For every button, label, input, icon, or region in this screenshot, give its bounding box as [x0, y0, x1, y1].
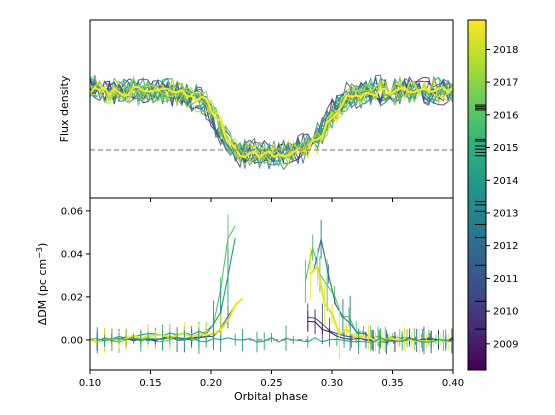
colorbar-tick-label: 2018 — [493, 45, 518, 56]
colorbar-frame — [467, 19, 487, 371]
bottom-x-ticks: 0.10 0.15 0.20 0.25 0.30 0.35 0.40 — [79, 370, 464, 389]
flux-series-group — [90, 74, 453, 171]
colorbar-tick-label: 2015 — [493, 143, 518, 154]
bottom-x-tick-label: 0.15 — [139, 378, 161, 389]
colorbar-tick-label: 2010 — [493, 307, 518, 318]
top-axes-frame — [89, 19, 454, 199]
colorbar-tick-label: 2017 — [493, 78, 518, 89]
colorbar-tick-label: 2009 — [493, 339, 518, 350]
bottom-panel: 0.10 0.15 0.20 0.25 0.30 0.35 0.40 0.000.020.0… — [35, 197, 464, 403]
top-panel: Flux density — [58, 19, 454, 202]
colorbar: 2009 2010 2011 2012 2013 2014 2015 2016 2017 2018 — [467, 19, 518, 371]
bottom-y-tick-label: 0.06 — [61, 206, 83, 217]
bottom-y-axis-label: ΔDM (pc cm−3) — [35, 243, 49, 326]
colorbar-ticks: 2009 2010 2011 2012 2013 2014 2015 2016 2017 2018 — [486, 45, 518, 350]
dm-series-line — [309, 264, 449, 344]
colorbar-gradient — [468, 20, 486, 370]
bottom-x-tick-label: 0.30 — [321, 378, 343, 389]
flux-series-line — [90, 76, 453, 166]
dm-series-group — [90, 214, 453, 359]
bottom-x-tick-label: 0.20 — [200, 378, 222, 389]
bottom-y-tick-label: 0.04 — [61, 249, 83, 260]
top-x-ticks — [89, 198, 454, 202]
bottom-y-tick-label: 0.02 — [61, 292, 83, 303]
bottom-x-axis-label: Orbital phase — [234, 390, 308, 403]
colorbar-tick-label: 2013 — [493, 208, 518, 219]
bottom-x-tick-label: 0.25 — [260, 378, 282, 389]
colorbar-tick-label: 2014 — [493, 176, 518, 187]
colorbar-tick-label: 2016 — [493, 110, 518, 121]
bottom-x-tick-label: 0.40 — [442, 378, 464, 389]
top-y-axis-label: Flux density — [58, 75, 71, 142]
colorbar-observation-marks — [475, 104, 486, 330]
bottom-y-ticks: 0.00 0.02 0.04 0.06 — [61, 206, 90, 346]
dm-series-line — [90, 297, 244, 343]
dm-series-line — [90, 336, 453, 343]
flux-series-line — [90, 77, 453, 167]
flux-series-line-latest — [90, 85, 453, 160]
bottom-axes-frame — [89, 197, 454, 371]
bottom-y-tick-label: 0.00 — [61, 335, 83, 346]
bottom-x-tick-label: 0.10 — [79, 378, 101, 389]
bottom-x-tick-label: 0.35 — [381, 378, 403, 389]
colorbar-tick-label: 2012 — [493, 241, 518, 252]
colorbar-tick-label: 2011 — [493, 274, 518, 285]
